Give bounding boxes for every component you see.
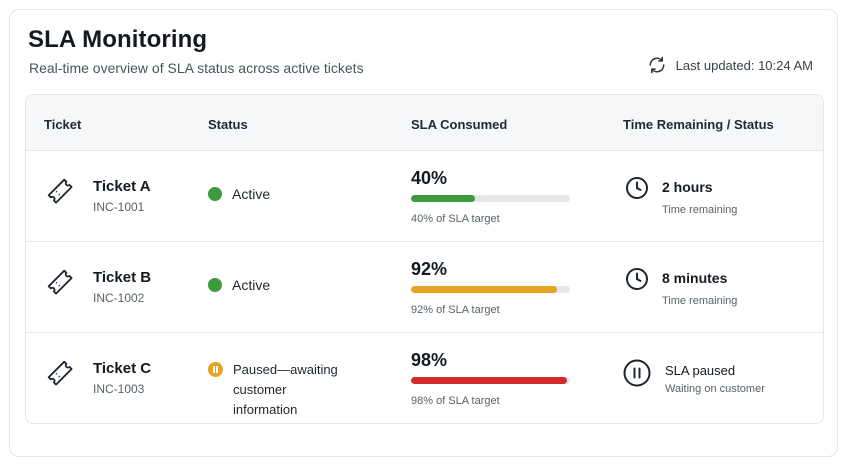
- time-remaining-value: 8 minutes: [662, 270, 728, 286]
- page-subtitle: Real-time overview of SLA status across …: [29, 60, 364, 76]
- ticket-id: INC-1001: [93, 200, 145, 214]
- ticket-icon: [47, 360, 73, 386]
- status-label: Paused—awaiting customer information: [233, 362, 338, 417]
- table-row[interactable]: Ticket C INC-1003 Paused—awaiting custom…: [26, 333, 823, 423]
- ticket-id: INC-1003: [93, 382, 145, 396]
- last-updated-text: Last updated: 10:24 AM: [675, 57, 813, 73]
- sla-target-text: 40% of SLA target: [411, 213, 500, 225]
- refresh-icon[interactable]: [648, 56, 666, 74]
- table-header: Ticket Status SLA Consumed Time Remainin…: [26, 95, 823, 151]
- column-header-ticket: Ticket: [44, 117, 82, 132]
- status-badge: Active: [208, 277, 270, 293]
- pause-dot-icon: [208, 362, 223, 377]
- sla-percent: 98%: [411, 350, 448, 370]
- sla-percent: 92%: [411, 259, 448, 279]
- sla-progress-fill: [411, 195, 475, 202]
- pause-circle-icon: [623, 359, 651, 387]
- page-title: SLA Monitoring: [28, 26, 208, 53]
- sla-table: Ticket Status SLA Consumed Time Remainin…: [25, 94, 824, 424]
- sla-progress-bar: [411, 377, 570, 384]
- ticket-name: Ticket C: [93, 360, 152, 377]
- column-header-time-remaining: Time Remaining / Status: [623, 117, 774, 132]
- ticket-icon: [47, 178, 73, 204]
- time-remaining-value: 2 hours: [662, 179, 713, 195]
- time-remaining-value: SLA paused: [665, 363, 736, 378]
- last-updated: Last updated: 10:24 AM: [648, 56, 813, 74]
- ticket-name: Ticket A: [93, 178, 151, 195]
- time-remaining-label: Time remaining: [662, 204, 738, 216]
- clock-icon: [626, 177, 648, 199]
- ticket-id: INC-1002: [93, 291, 145, 305]
- table-row[interactable]: Ticket B INC-1002 Active 92% 92% of SLA …: [26, 242, 823, 333]
- ticket-icon: [47, 269, 73, 295]
- column-header-sla-consumed: SLA Consumed: [411, 117, 508, 132]
- clock-icon: [626, 268, 648, 290]
- column-header-status: Status: [208, 117, 248, 132]
- sla-target-text: 92% of SLA target: [411, 304, 500, 316]
- sla-percent: 40%: [411, 168, 448, 188]
- sla-progress-bar: [411, 195, 570, 202]
- sla-progress-fill: [411, 286, 558, 293]
- time-remaining-label: Time remaining: [662, 295, 738, 307]
- status-badge: Active: [208, 186, 270, 202]
- sla-monitoring-card: SLA Monitoring Real-time overview of SLA…: [9, 9, 838, 457]
- status-label: Active: [232, 186, 271, 202]
- status-badge: Paused—awaiting customer information: [208, 360, 353, 420]
- sla-progress-fill: [411, 377, 567, 384]
- status-dot-icon: [208, 187, 222, 201]
- table-row[interactable]: Ticket A INC-1001 Active 40% 40% of SLA …: [26, 151, 823, 242]
- sla-progress-bar: [411, 286, 570, 293]
- status-label: Active: [232, 277, 271, 293]
- time-remaining-label: Waiting on customer: [665, 383, 765, 395]
- ticket-name: Ticket B: [93, 269, 152, 286]
- status-dot-icon: [208, 278, 222, 292]
- sla-target-text: 98% of SLA target: [411, 395, 500, 407]
